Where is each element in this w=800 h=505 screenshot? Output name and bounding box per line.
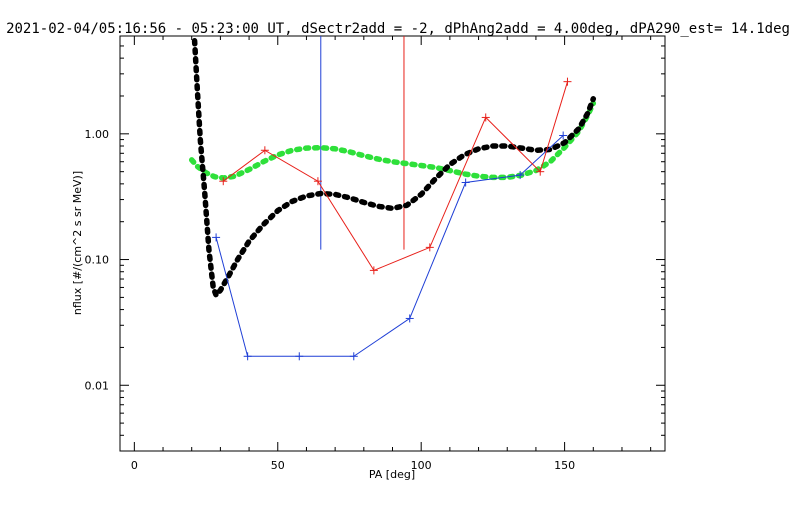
series-red-point [536,167,545,176]
series-blue-line [215,135,564,357]
y-tick-label: 0.10 [85,254,110,267]
y-axis-ticks: 0.01 0.10 1.00 [85,35,665,452]
x-tick-label: 150 [554,459,575,472]
x-tick-label: 0 [131,459,138,472]
series-red-point [260,146,269,155]
x-axis-title: PA [deg] [369,468,415,481]
series-blue-point [349,352,358,361]
series-blue-point [295,352,304,361]
x-tick-label: 100 [411,459,432,472]
y-axis-title: nflux [#/(cm^2 s sr MeV)] [71,171,84,315]
series-red-point [219,177,228,186]
series-red-line [223,81,568,272]
series-blue-point [405,314,414,323]
series-layer [188,38,597,361]
pa-markers [320,36,405,250]
series-blue-point [461,178,470,187]
series-blue-point [516,171,525,180]
series-red-point [425,243,434,252]
y-tick-label: 0.01 [85,379,110,392]
plot-frame [119,35,666,452]
y-tick-label: 1.00 [85,128,110,141]
x-tick-label: 50 [271,459,285,472]
series-green-fit [188,100,597,181]
series-blue-point [212,233,221,242]
series-red-point [563,77,572,86]
x-axis-ticks: 0 50 100 150 [131,36,652,472]
series-red-point [369,266,378,275]
chart-title: 2021-02-04/05:16:56 - 05:23:00 UT, dSect… [6,21,790,37]
series-blue-point [243,352,252,361]
series-red-point [313,177,322,186]
series-blue-point [559,131,568,140]
series-black-fit [191,38,597,298]
series-red-point [481,113,490,122]
